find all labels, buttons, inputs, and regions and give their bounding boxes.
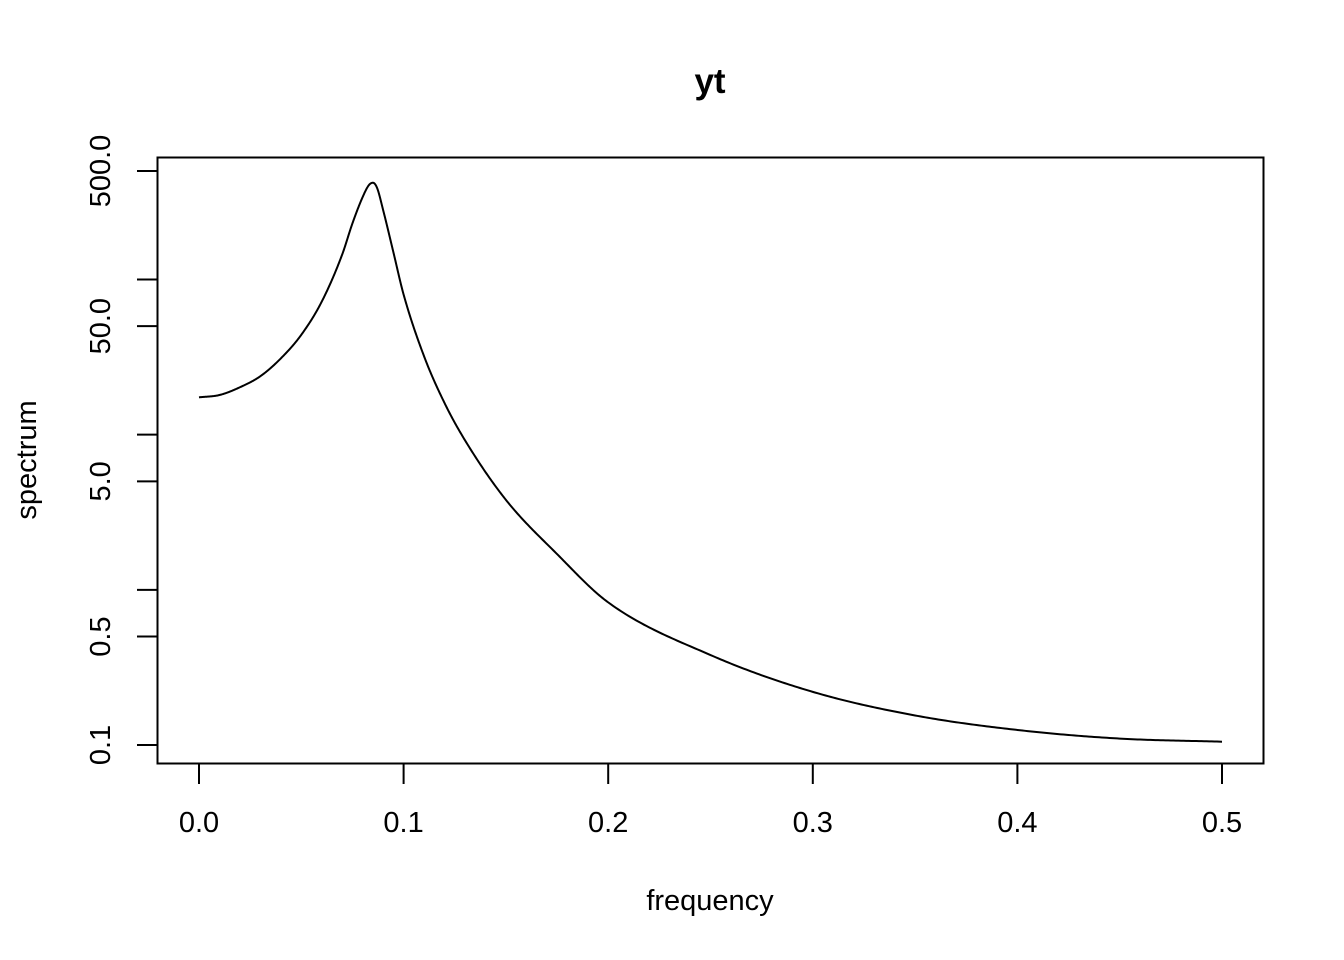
y-tick-label: 0.5	[85, 616, 117, 656]
x-axis-title: frequency	[646, 885, 774, 917]
y-axis: 0.1 0.5 5.0 50.0 500.0	[85, 135, 159, 765]
x-tick-label: 0.5	[1202, 807, 1242, 839]
y-axis-title: spectrum	[11, 400, 43, 519]
chart-title: yt	[694, 62, 725, 101]
x-axis: 0.0 0.1 0.2 0.3 0.4 0.5	[179, 762, 1242, 839]
x-tick-label: 0.4	[997, 807, 1037, 839]
x-tick-label: 0.0	[179, 807, 219, 839]
spectrum-series-line	[198, 181, 1223, 743]
plot-frame	[156, 156, 1265, 765]
x-tick-label: 0.1	[383, 807, 423, 839]
x-tick-label: 0.3	[793, 807, 833, 839]
y-tick-label: 50.0	[85, 298, 117, 354]
x-tick-label: 0.2	[588, 807, 628, 839]
y-tick-label: 5.0	[85, 461, 117, 501]
y-tick-label: 500.0	[85, 135, 117, 208]
y-tick-label: 0.1	[85, 725, 117, 765]
